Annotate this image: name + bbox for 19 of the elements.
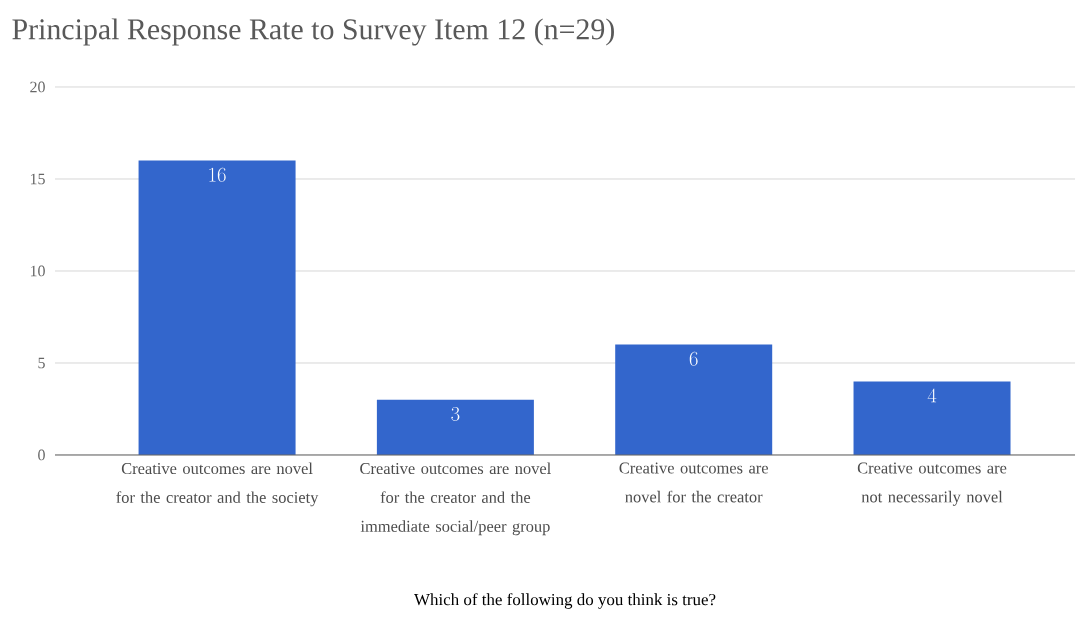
x-tick-label: Creative outcomes are not necessarily novel: [857, 462, 1007, 506]
y-tick-label: 10: [30, 265, 45, 277]
y-tick-label: 15: [30, 173, 45, 185]
y-tick-label: 5: [38, 357, 45, 369]
data-label: 6: [689, 351, 698, 366]
x-tick-label: Creative outcomes are novel for the creator and the society: [116, 462, 319, 507]
bar: [853, 381, 1011, 455]
data-label: 16: [209, 167, 226, 182]
bar: [376, 399, 534, 455]
data-label: 4: [927, 388, 937, 403]
bar: [615, 344, 773, 455]
chart-title: Principal Response Rate to Survey Item 12 (n=29): [12, 18, 614, 46]
bar: [138, 160, 296, 455]
x-tick-label: Creative outcomes are novel for the creator and the immediate social/peer group: [360, 462, 551, 536]
y-tick-label: 0: [38, 449, 45, 461]
y-tick-label: 20: [30, 81, 45, 93]
x-tick-label: Creative outcomes are novel for the creator: [619, 462, 768, 503]
data-label: 3: [451, 406, 460, 421]
x-axis-title: Which of the following do you think is true?: [414, 593, 716, 609]
